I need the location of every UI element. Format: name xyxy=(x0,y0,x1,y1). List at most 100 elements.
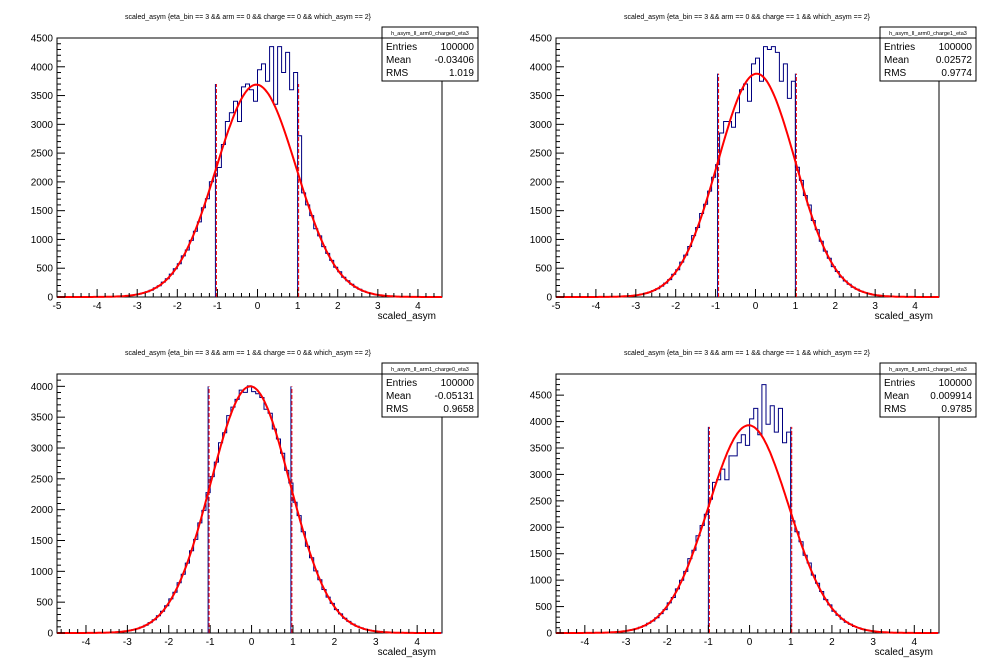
stats-value-rms: 0.9658 xyxy=(443,404,474,415)
stats-value-mean: -0.05131 xyxy=(435,391,475,402)
y-tick-label: 4500 xyxy=(31,34,54,45)
y-tick-label: 500 xyxy=(535,602,552,613)
y-tick-label: 3500 xyxy=(530,444,553,455)
stats-value-entries: 100000 xyxy=(939,42,973,53)
y-tick-label: 3000 xyxy=(530,120,553,131)
x-tick-label: 1 xyxy=(788,637,794,648)
x-tick-label: -4 xyxy=(82,637,91,648)
y-tick-label: 1000 xyxy=(31,567,54,578)
stats-box: h_asym_II_arm0_charge1_eta3 Entries 100000… xyxy=(879,26,977,82)
x-axis-label: scaled_asym xyxy=(875,311,933,322)
y-tick-label: 1000 xyxy=(530,235,553,246)
stats-box-frame xyxy=(381,362,479,418)
x-tick-label: 2 xyxy=(829,637,835,648)
histogram-panel-3: scaled_asym {eta_bin == 3 && arm == 1 &&… xyxy=(31,350,479,658)
stats-value-entries: 100000 xyxy=(939,378,973,389)
y-tick-label: 2000 xyxy=(530,523,553,534)
x-tick-label: 2 xyxy=(332,637,338,648)
x-tick-label: 1 xyxy=(295,301,301,312)
y-tick-label: 2500 xyxy=(31,149,54,160)
histogram-bins xyxy=(57,385,442,634)
x-tick-label: 1 xyxy=(290,637,296,648)
y-tick-label: 2500 xyxy=(31,474,54,485)
histogram-panel-4: scaled_asym {eta_bin == 3 && arm == 1 &&… xyxy=(530,350,977,658)
x-tick-label: -2 xyxy=(671,301,680,312)
x-tick-label: 4 xyxy=(415,301,421,312)
stats-label-rms: RMS xyxy=(386,404,409,415)
stats-label-entries: Entries xyxy=(386,42,417,53)
x-tick-label: -4 xyxy=(93,301,102,312)
y-tick-label: 4000 xyxy=(31,382,54,393)
y-tick-label: 0 xyxy=(47,293,53,304)
y-tick-label: 3500 xyxy=(31,91,54,102)
y-tick-label: 1000 xyxy=(530,576,553,587)
y-tick-label: 4000 xyxy=(530,417,553,428)
x-tick-label: -5 xyxy=(53,301,62,312)
histogram-panel-1: scaled_asym {eta_bin == 3 && arm == 0 &&… xyxy=(31,14,479,322)
y-tick-label: 1500 xyxy=(530,549,553,560)
y-tick-label: 2000 xyxy=(31,177,54,188)
x-tick-label: 0 xyxy=(747,637,753,648)
y-tick-label: 0 xyxy=(47,629,53,640)
y-tick-label: 1500 xyxy=(31,536,54,547)
y-tick-label: 0 xyxy=(546,629,552,640)
stats-value-mean: 0.009914 xyxy=(930,391,972,402)
y-tick-label: 3000 xyxy=(31,444,54,455)
stats-label-entries: Entries xyxy=(884,42,915,53)
x-tick-label: 3 xyxy=(870,637,876,648)
stats-box: h_asym_II_arm1_charge1_eta3 Entries 100000… xyxy=(879,362,977,418)
stats-value-rms: 1.019 xyxy=(449,68,474,79)
y-tick-label: 1000 xyxy=(31,235,54,246)
y-tick-label: 4000 xyxy=(31,62,54,73)
y-tick-label: 1500 xyxy=(530,206,553,217)
y-tick-label: 4500 xyxy=(530,34,553,45)
x-tick-label: 0 xyxy=(249,637,255,648)
stats-histogram-name: h_asym_II_arm1_charge0_eta3 xyxy=(391,367,469,373)
stats-value-entries: 100000 xyxy=(441,42,475,53)
gaussian-fit-curve xyxy=(57,83,442,298)
histogram-bins xyxy=(556,384,939,634)
x-tick-label: 0 xyxy=(753,301,759,312)
stats-value-rms: 0.9774 xyxy=(941,68,972,79)
panel-title: scaled_asym {eta_bin == 3 && arm == 1 &&… xyxy=(624,350,871,357)
x-tick-label: 4 xyxy=(912,637,918,648)
x-tick-label: -3 xyxy=(123,637,132,648)
stats-box-frame xyxy=(879,26,977,82)
stats-box-frame xyxy=(381,26,479,82)
x-tick-label: -2 xyxy=(173,301,182,312)
x-tick-label: -5 xyxy=(552,301,561,312)
stats-label-rms: RMS xyxy=(386,68,409,79)
y-tick-label: 2500 xyxy=(530,149,553,160)
x-tick-label: 4 xyxy=(912,301,918,312)
y-tick-label: 1500 xyxy=(31,206,54,217)
y-tick-label: 500 xyxy=(36,264,53,275)
x-tick-label: 1 xyxy=(793,301,799,312)
x-tick-label: -4 xyxy=(580,637,589,648)
stats-label-entries: Entries xyxy=(884,378,915,389)
x-tick-label: -2 xyxy=(164,637,173,648)
stats-label-rms: RMS xyxy=(884,404,907,415)
stats-label-mean: Mean xyxy=(386,55,411,66)
x-tick-label: -1 xyxy=(704,637,713,648)
stats-histogram-name: h_asym_II_arm0_charge0_eta3 xyxy=(391,31,469,37)
stats-value-mean: -0.03406 xyxy=(435,55,475,66)
y-tick-label: 0 xyxy=(546,293,552,304)
y-tick-label: 3000 xyxy=(31,120,54,131)
stats-histogram-name: h_asym_II_arm0_charge1_eta3 xyxy=(889,31,967,37)
x-tick-label: -2 xyxy=(663,637,672,648)
stats-value-mean: 0.02572 xyxy=(936,55,973,66)
gaussian-fit-curve xyxy=(556,72,939,298)
y-tick-label: 2000 xyxy=(530,177,553,188)
x-tick-label: 3 xyxy=(373,637,379,648)
x-tick-label: 4 xyxy=(414,637,420,648)
stats-label-mean: Mean xyxy=(884,55,909,66)
x-tick-label: 2 xyxy=(335,301,341,312)
x-tick-label: -4 xyxy=(591,301,600,312)
panel-title: scaled_asym {eta_bin == 3 && arm == 1 &&… xyxy=(125,350,372,357)
stats-box-frame xyxy=(879,362,977,418)
x-tick-label: -3 xyxy=(631,301,640,312)
panel-title: scaled_asym {eta_bin == 3 && arm == 0 &&… xyxy=(125,14,372,21)
y-tick-label: 3000 xyxy=(530,470,553,481)
panel-title: scaled_asym {eta_bin == 3 && arm == 0 &&… xyxy=(624,14,871,21)
stats-value-entries: 100000 xyxy=(441,378,475,389)
